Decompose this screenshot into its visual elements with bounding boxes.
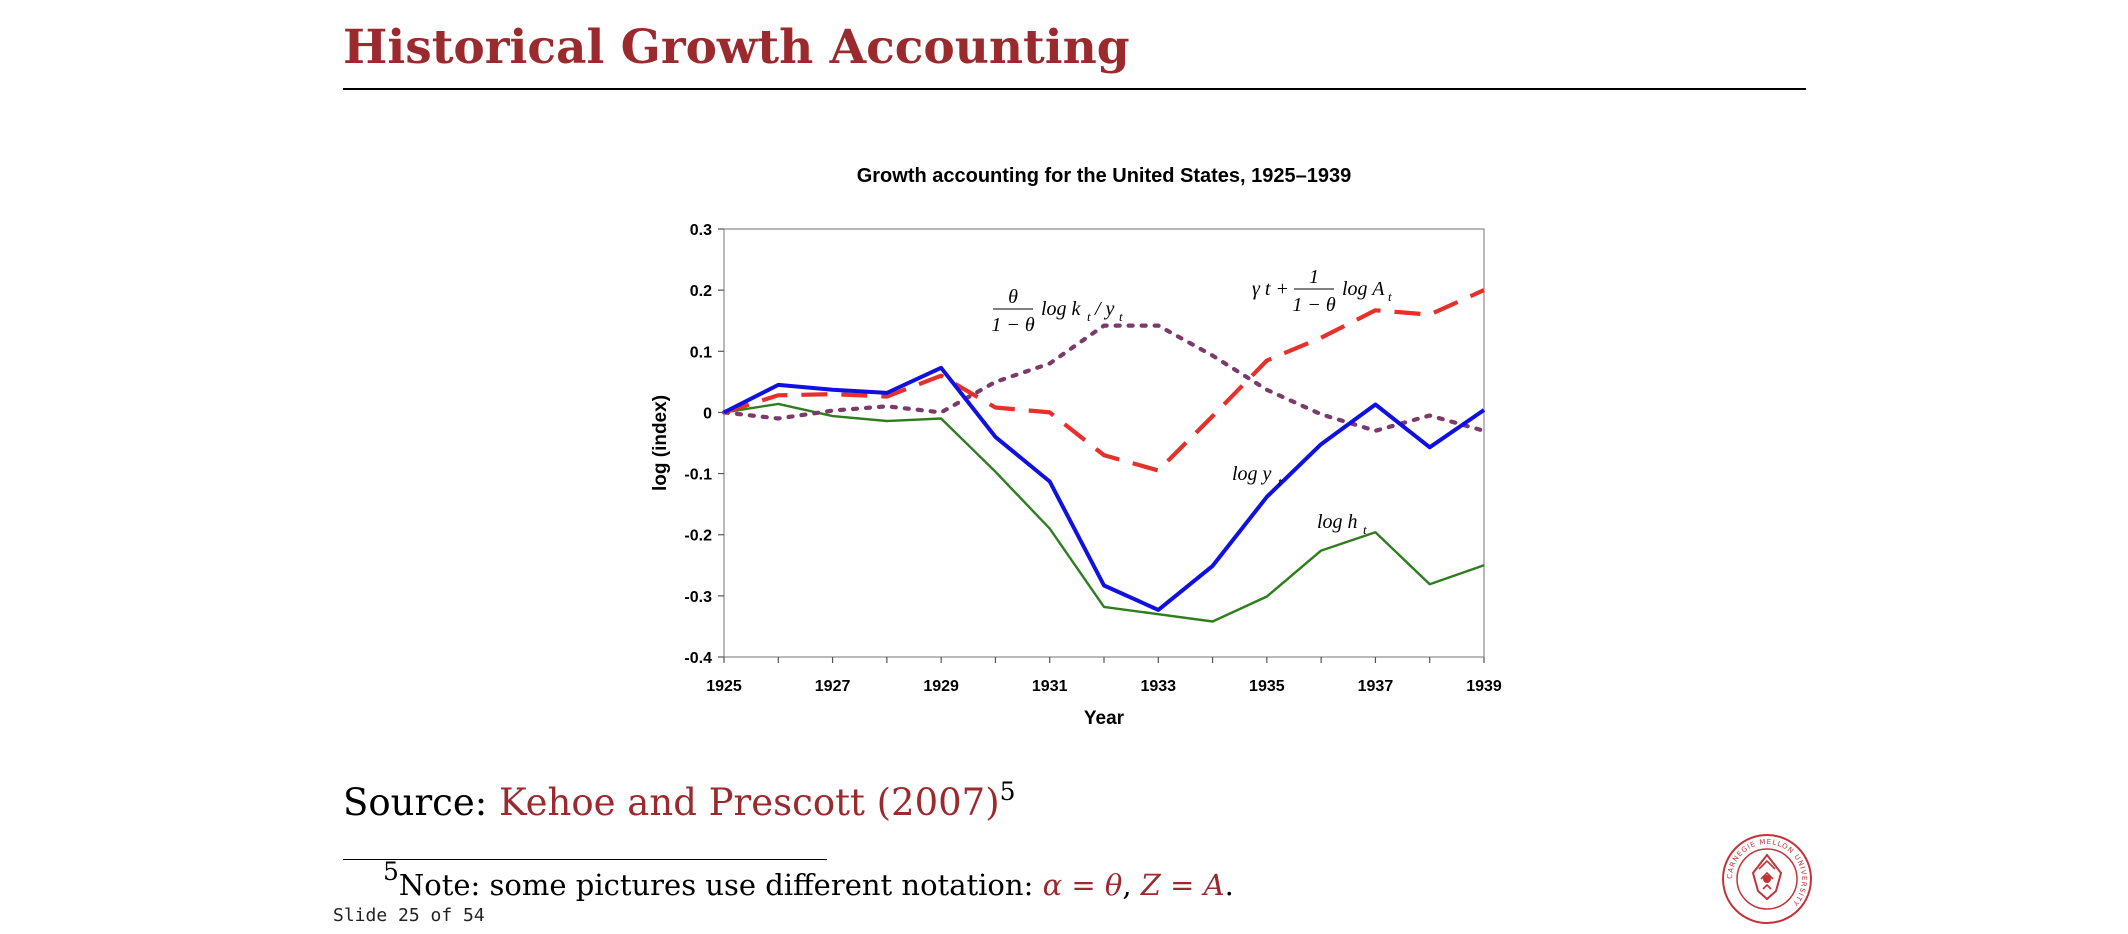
- annotation-subscript: t: [1278, 474, 1282, 489]
- footnote-math-alpha-theta: α = θ: [1042, 868, 1123, 902]
- footnote-separator: ,: [1122, 868, 1141, 902]
- x-tick-label: 1937: [1358, 678, 1394, 695]
- annotation-frac-den: 1 − θ: [1292, 294, 1335, 316]
- y-tick-label: 0.1: [690, 344, 712, 361]
- annotation-text: log A: [1342, 278, 1385, 300]
- source-line: Source: Kehoe and Prescott (2007)5: [343, 777, 1016, 826]
- chart-title: Growth accounting for the United States,…: [857, 165, 1352, 187]
- x-tick-label: 1925: [706, 678, 742, 695]
- annotation-frac-num: θ: [1008, 286, 1018, 308]
- annotation-frac-num: 1: [1309, 266, 1319, 288]
- source-citation-link[interactable]: Kehoe and Prescott (2007): [499, 781, 1000, 824]
- series-annotation-0: log y t: [1232, 463, 1282, 489]
- annotation-subscript: t: [1087, 309, 1091, 324]
- series-line-3: [723, 288, 1485, 473]
- y-tick-label: 0: [703, 405, 712, 422]
- x-tick-label: 1935: [1249, 678, 1285, 695]
- annotation-text: / y: [1094, 298, 1115, 320]
- x-axis-label: Year: [1084, 708, 1125, 729]
- x-tick-label: 1927: [815, 678, 851, 695]
- annotation-text: log k: [1041, 298, 1082, 320]
- annotation-frac-den: 1 − θ: [991, 314, 1034, 336]
- footnote-divider: [343, 859, 827, 860]
- x-tick-label: 1931: [1032, 678, 1068, 695]
- series-line-2: [721, 323, 1487, 433]
- y-tick-label: -0.4: [684, 650, 712, 667]
- title-divider: [343, 88, 1806, 90]
- annotation-text: log h: [1317, 511, 1358, 533]
- footnote-marker: 5: [383, 857, 399, 886]
- y-tick-label: 0.2: [690, 283, 712, 300]
- slide-title: Historical Growth Accounting: [343, 20, 1130, 75]
- series-line-1: [723, 402, 1485, 623]
- source-footnote-marker: 5: [999, 777, 1016, 806]
- y-tick-label: -0.1: [684, 467, 712, 484]
- y-tick-label: -0.3: [684, 589, 712, 606]
- annotation-subscript: t: [1119, 309, 1123, 324]
- series-annotation-1: log h t: [1317, 511, 1367, 537]
- y-tick-label: 0.3: [690, 222, 712, 239]
- series-line-0: [723, 365, 1486, 612]
- y-axis-label: log (index): [650, 395, 671, 491]
- annotation-subscript: t: [1363, 522, 1367, 537]
- x-tick-label: 1929: [923, 678, 959, 695]
- y-tick-label: -0.2: [684, 528, 712, 545]
- annotation-prefix: γ t +: [1252, 278, 1289, 300]
- annotation-subscript: t: [1388, 289, 1392, 304]
- slide-counter: Slide 25 of 54: [333, 905, 485, 926]
- footnote: 5Note: some pictures use different notat…: [383, 859, 1234, 904]
- x-tick-label: 1939: [1466, 678, 1502, 695]
- university-seal-logo: CARNEGIE MELLON UNIVERSITY: [1722, 834, 1812, 924]
- x-tick-label: 1933: [1140, 678, 1176, 695]
- footnote-end: .: [1224, 868, 1234, 902]
- annotation-text: log y: [1232, 463, 1272, 485]
- footnote-math-z-a: Z = A: [1140, 868, 1225, 902]
- source-label: Source:: [343, 781, 499, 824]
- footnote-text: Note: some pictures use different notati…: [398, 868, 1043, 902]
